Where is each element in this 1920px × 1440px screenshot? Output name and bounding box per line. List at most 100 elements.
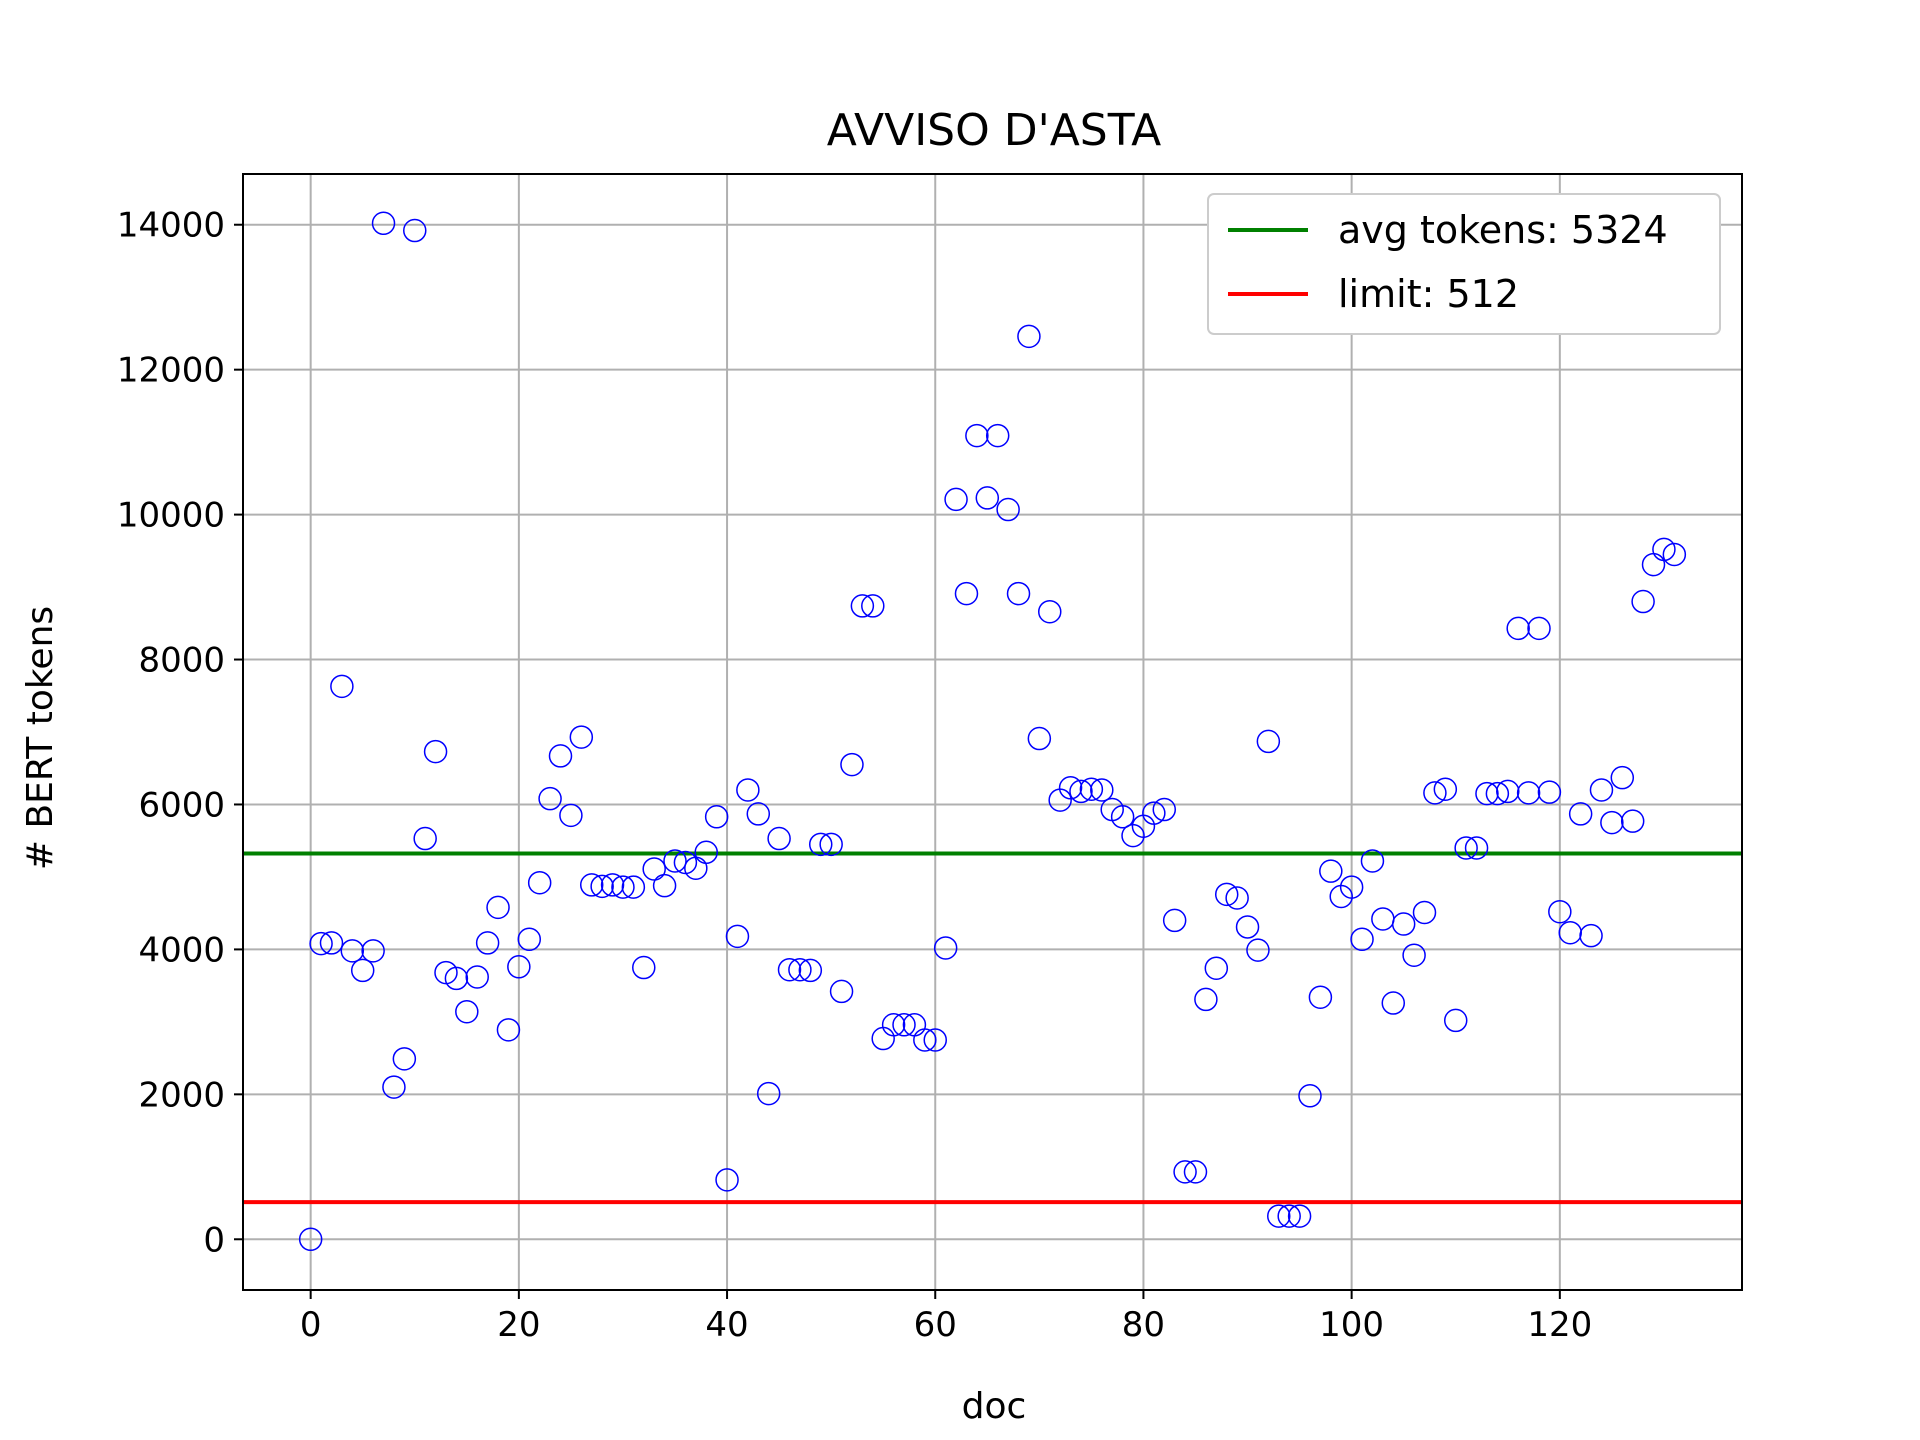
data-point xyxy=(1090,778,1114,802)
data-point xyxy=(1423,781,1447,805)
data-point xyxy=(1142,801,1166,825)
data-point xyxy=(548,744,573,768)
data-point xyxy=(1069,779,1093,804)
data-point xyxy=(527,870,552,895)
data-point xyxy=(1475,781,1499,806)
grid xyxy=(243,174,1742,1290)
data-point xyxy=(1412,900,1437,925)
data-point xyxy=(1568,802,1593,826)
data-point xyxy=(538,786,562,811)
data-point xyxy=(1017,324,1041,349)
data-point xyxy=(652,873,677,898)
data-point xyxy=(1038,599,1062,624)
data-point xyxy=(798,958,823,983)
data-point xyxy=(1235,915,1260,939)
data-point xyxy=(298,1227,323,1252)
y-tick-label: 12000 xyxy=(117,351,225,391)
data-point xyxy=(1537,780,1562,804)
y-tick-label: 6000 xyxy=(138,785,225,825)
x-axis-ticks: 0 20 40 60 80 100 120 xyxy=(300,1290,1592,1345)
data-point xyxy=(725,924,750,949)
data-point xyxy=(881,1013,906,1037)
x-tick-label: 0 xyxy=(300,1305,322,1345)
data-point xyxy=(1298,1084,1322,1108)
data-point xyxy=(1173,1160,1197,1184)
data-point xyxy=(1558,920,1582,945)
data-point xyxy=(600,873,625,897)
y-tick-label: 4000 xyxy=(138,930,225,970)
data-point xyxy=(1662,542,1687,567)
data-point xyxy=(767,826,791,851)
data-point xyxy=(1506,616,1530,641)
data-point xyxy=(465,965,489,989)
legend-label-avg: avg tokens: 5324 xyxy=(1338,208,1668,252)
data-point xyxy=(1267,1204,1291,1228)
legend: avg tokens: 5324 limit: 512 xyxy=(1207,193,1721,335)
data-point xyxy=(350,958,375,983)
data-point xyxy=(423,739,448,764)
data-point xyxy=(569,725,594,749)
data-point xyxy=(496,1018,521,1042)
data-point xyxy=(694,840,718,865)
data-point xyxy=(309,931,333,956)
data-point xyxy=(1631,589,1655,614)
data-point xyxy=(1652,537,1676,562)
data-point xyxy=(1277,1204,1301,1228)
data-point xyxy=(892,1013,916,1037)
data-point xyxy=(1600,810,1624,835)
data-point xyxy=(1319,859,1343,883)
data-point xyxy=(1183,1160,1208,1184)
data-point xyxy=(475,931,500,955)
data-point xyxy=(1225,886,1249,910)
data-point xyxy=(1433,777,1458,801)
data-point xyxy=(663,849,687,873)
data-point xyxy=(1443,1008,1468,1033)
x-tick-label: 120 xyxy=(1527,1305,1592,1345)
y-axis-label: # BERT tokens xyxy=(20,606,61,870)
data-point xyxy=(715,1168,739,1192)
y-tick-label: 10000 xyxy=(117,496,225,536)
data-point xyxy=(944,487,968,512)
data-point xyxy=(403,218,427,243)
data-point xyxy=(340,939,365,963)
data-point xyxy=(975,486,1000,510)
data-point xyxy=(746,802,771,826)
plot-frame xyxy=(242,173,1743,1291)
data-point xyxy=(1350,927,1374,952)
data-point xyxy=(1527,616,1551,641)
data-point xyxy=(1610,765,1635,790)
data-point xyxy=(392,1047,417,1071)
data-point xyxy=(611,875,635,899)
data-point xyxy=(444,966,469,991)
data-point xyxy=(361,939,385,963)
data-point xyxy=(1360,849,1385,873)
data-point xyxy=(985,423,1010,448)
scatter-points xyxy=(298,211,1687,1252)
x-tick-label: 20 xyxy=(497,1305,540,1345)
y-tick-label: 2000 xyxy=(138,1075,225,1115)
legend-box xyxy=(1207,193,1721,335)
data-point xyxy=(1579,923,1603,948)
data-point xyxy=(1194,987,1218,1012)
data-point xyxy=(1485,781,1510,806)
chart-title: AVVISO D'ASTA xyxy=(827,105,1162,156)
data-point xyxy=(850,594,875,618)
data-point xyxy=(736,778,760,802)
data-point xyxy=(1058,776,1083,800)
data-point xyxy=(382,1075,406,1099)
data-point xyxy=(1402,943,1426,967)
data-point xyxy=(1548,899,1572,924)
data-point xyxy=(829,979,854,1004)
data-point xyxy=(808,832,833,857)
data-point xyxy=(486,895,510,920)
data-point xyxy=(1162,908,1187,933)
y-axis-ticks: 0 2000 4000 6000 8000 10000 12000 14000 xyxy=(117,206,243,1260)
data-point xyxy=(507,955,531,979)
y-tick-label: 8000 xyxy=(138,641,225,681)
data-point xyxy=(1381,991,1406,1015)
x-axis-label: doc xyxy=(962,1386,1027,1427)
x-tick-label: 40 xyxy=(705,1305,748,1345)
data-point xyxy=(559,803,583,828)
data-point xyxy=(1589,778,1614,802)
